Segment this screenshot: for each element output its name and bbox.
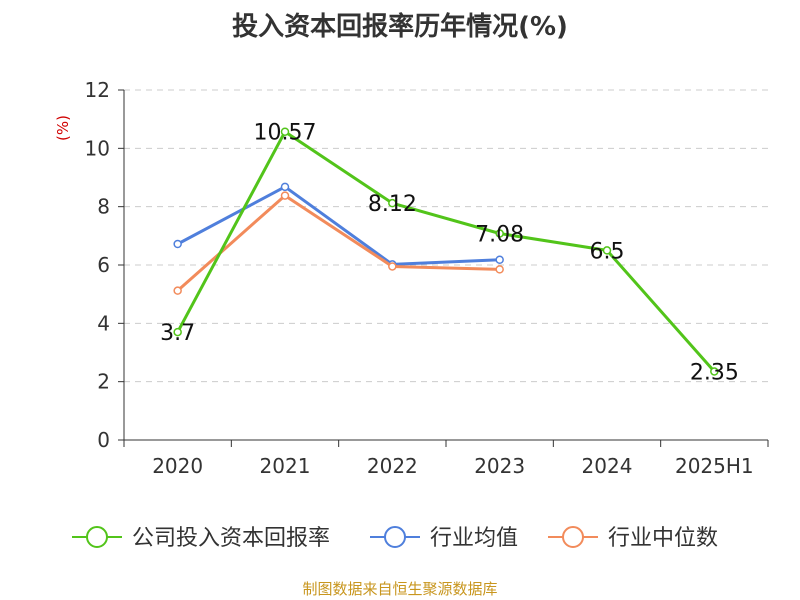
y-tick-label: 4 (97, 311, 110, 335)
legend-marker (384, 526, 406, 548)
y-axis-label: (%) (54, 115, 72, 141)
y-tick-label: 12 (85, 78, 110, 102)
legend-item[interactable]: 行业均值 (370, 526, 518, 551)
x-tick-label: 2023 (474, 454, 525, 478)
legend-item[interactable]: 公司投入资本回报率 (72, 526, 330, 551)
legend-item[interactable]: 行业中位数 (548, 526, 718, 551)
data-point (710, 367, 719, 376)
x-tick-label: 2022 (367, 454, 418, 478)
y-tick-label: 10 (85, 136, 110, 160)
x-tick-label: 2024 (582, 454, 633, 478)
legend-label: 公司投入资本回报率 (132, 526, 330, 551)
data-label: 10.57 (254, 121, 317, 146)
data-label: 3.7 (160, 321, 195, 346)
data-labels: 3.7 10.57 8.12 7.08 6.5 2.35 (160, 121, 739, 386)
data-point (173, 239, 182, 249)
y-tick-label: 6 (97, 253, 110, 277)
legend-label: 行业中位数 (608, 526, 718, 551)
source-note: 制图数据来自恒生聚源数据库 (302, 580, 498, 598)
data-point (173, 286, 182, 295)
legend-marker (86, 526, 108, 548)
data-label: 6.5 (590, 239, 625, 264)
series-lines (173, 127, 719, 376)
data-point (280, 191, 290, 200)
x-tick-label: 2020 (152, 454, 203, 478)
grid-lines (124, 89, 768, 383)
data-point (280, 127, 290, 136)
x-tick-label: 2025H1 (675, 454, 754, 478)
y-tick-label: 0 (97, 428, 110, 452)
data-label: 7.08 (475, 223, 524, 248)
data-label: 8.12 (368, 192, 417, 217)
series-line (176, 194, 500, 292)
data-point (173, 327, 182, 337)
y-tick-label: 2 (97, 370, 110, 394)
data-point (602, 246, 612, 255)
data-point (495, 255, 504, 264)
y-tick-label: 8 (97, 195, 110, 219)
data-point (388, 262, 397, 271)
series-line (176, 185, 500, 266)
series-line (176, 130, 716, 373)
data-label: 2.35 (690, 360, 739, 385)
legend-marker (562, 526, 584, 548)
legend[interactable]: 公司投入资本回报率 行业均值 行业中位数 (72, 526, 718, 551)
axes: 0 2 4 6 8 10 12 (%) 2020 2021 2022 2023 2024 2025H1 (54, 78, 769, 478)
legend-label: 行业均值 (430, 526, 518, 551)
data-point (280, 182, 290, 192)
data-point (495, 229, 504, 238)
chart-title: 投入资本回报率历年情况(%) (232, 12, 568, 42)
data-point (495, 265, 504, 274)
data-point (388, 198, 397, 208)
x-tick-label: 2021 (260, 454, 311, 478)
